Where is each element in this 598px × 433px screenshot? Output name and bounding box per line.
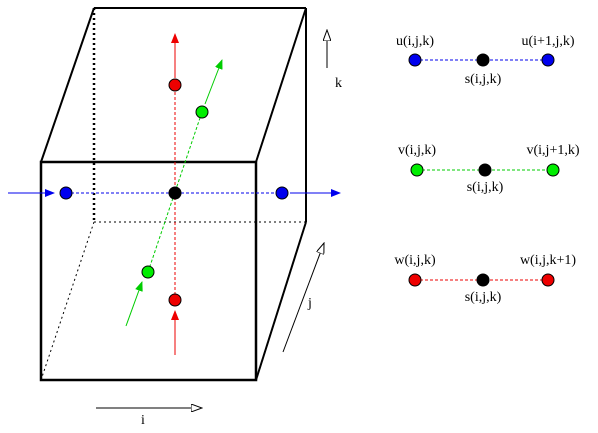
w-node-bottom — [168, 293, 182, 307]
legend-w-left-node — [408, 273, 422, 287]
u-node-right — [275, 186, 289, 200]
legend-u-right-node — [541, 53, 555, 67]
cube-hidden-edge-diagonal — [40, 221, 95, 381]
legend-v-left-label: v(i,j,k) — [398, 143, 436, 158]
cube-nodes — [59, 78, 289, 307]
cube-edge — [255, 7, 307, 163]
j-axis-arrow — [282, 243, 324, 353]
j-axis-label: j — [307, 296, 312, 311]
legend-v-center-label: s(i,j,k) — [467, 180, 504, 195]
axis-indicators: k j i — [96, 30, 342, 428]
i-axis-label: i — [141, 413, 145, 428]
cube-edge — [255, 221, 307, 381]
w-node-top — [168, 78, 182, 92]
legend-w-left-label: w(i,j,k) — [394, 253, 436, 268]
legend-u-center-node — [476, 53, 490, 67]
legend-w-center-label: s(i,j,k) — [465, 290, 502, 305]
legend: u(i,j,k) u(i+1,j,k) s(i,j,k) v(i,j,k) v(… — [394, 34, 579, 305]
legend-v-left-node — [410, 163, 424, 177]
cube-edge — [40, 7, 95, 163]
v-dashed-line — [147, 111, 203, 273]
legend-w-right-node — [541, 273, 555, 287]
legend-v-right-node — [546, 163, 560, 177]
legend-w-center-node — [476, 273, 490, 287]
v-node-front — [141, 265, 155, 279]
v-arrow-out — [204, 59, 223, 105]
s-node-center — [168, 186, 182, 200]
legend-u-left-node — [408, 53, 422, 67]
v-flux — [125, 59, 223, 327]
v-arrow-in — [125, 281, 143, 327]
k-axis-label: k — [335, 76, 342, 91]
legend-v-right-label: v(i,j+1,k) — [527, 143, 580, 158]
legend-u-right-label: u(i+1,j,k) — [522, 34, 575, 49]
legend-u-left-label: u(i,j,k) — [396, 34, 434, 49]
u-node-left — [59, 186, 73, 200]
legend-row-w: w(i,j,k) w(i,j,k+1) s(i,j,k) — [394, 253, 576, 305]
legend-row-v: v(i,j,k) v(i,j+1,k) s(i,j,k) — [398, 143, 580, 195]
v-node-back — [195, 105, 209, 119]
cube-front-face — [39, 160, 258, 382]
cube — [39, 7, 307, 382]
legend-row-u: u(i,j,k) u(i+1,j,k) s(i,j,k) — [396, 34, 575, 87]
legend-u-center-label: s(i,j,k) — [465, 72, 502, 87]
legend-v-center-node — [478, 163, 492, 177]
legend-w-right-label: w(i,j,k+1) — [520, 253, 576, 268]
